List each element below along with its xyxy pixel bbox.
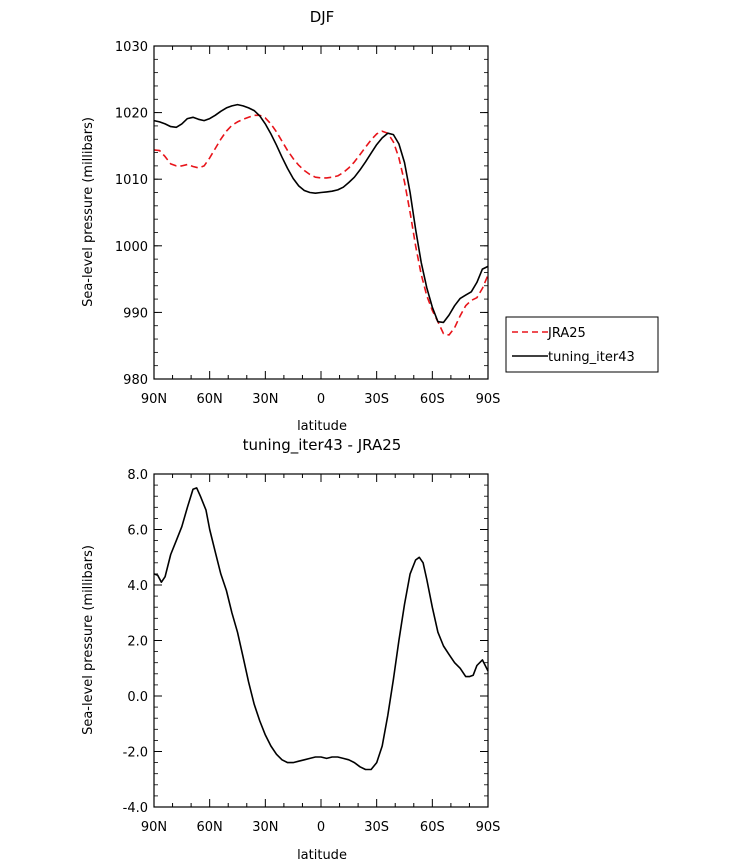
- series-lines: [153, 103, 489, 336]
- x-tick-label: 30S: [364, 820, 389, 835]
- x-tick-label: 0: [317, 820, 325, 835]
- series-line-0: [153, 487, 489, 771]
- y-tick-label: 980: [123, 373, 148, 388]
- x-tick-label: 90N: [141, 392, 167, 407]
- chart-title: tuning_iter43 - JRA25: [243, 436, 402, 455]
- y-tick-labels: -4.0 -2.0 0.0 2.0 4.0 6.0 8.0: [123, 468, 148, 816]
- x-tick-label: 30N: [252, 820, 278, 835]
- x-axis-label: latitude: [297, 419, 347, 434]
- y-tick-label: 8.0: [127, 468, 148, 483]
- y-tick-label: -2.0: [123, 746, 148, 761]
- x-tick-label: 30S: [364, 392, 389, 407]
- series-line-0: [153, 114, 489, 336]
- x-tick-labels: 90N 60N 30N 0 30S 60S 90S: [141, 392, 501, 407]
- y-tick-label: -4.0: [123, 801, 148, 816]
- x-tick-label: 90S: [476, 392, 501, 407]
- y-tick-label: 0.0: [127, 690, 148, 705]
- x-tick-labels: 90N 60N 30N 0 30S 60S 90S: [141, 820, 501, 835]
- series-lines: [153, 487, 489, 771]
- plot-frame: [153, 473, 489, 808]
- y-tick-label: 1030: [115, 40, 148, 55]
- x-tick-label: 60S: [420, 820, 445, 835]
- djf-panel: DJF 980 990 1000 1010 1020 1030 90N 60N 30N 0 30S…: [81, 8, 659, 434]
- legend-label-tuning: tuning_iter43: [548, 350, 635, 365]
- chart-title: DJF: [310, 8, 335, 26]
- difference-panel: tuning_iter43 - JRA25 -4.0 -2.0 0.0 2.0 4.0 6…: [81, 436, 500, 863]
- x-tick-label: 60N: [197, 392, 223, 407]
- x-tick-label: 0: [317, 392, 325, 407]
- legend-box: [505, 316, 659, 373]
- legend: JRA25 tuning_iter43: [505, 316, 659, 373]
- y-tick-labels: 980 990 1000 1010 1020 1030: [115, 40, 148, 388]
- y-axis-label: Sea-level pressure (millibars): [81, 545, 96, 735]
- y-tick-label: 2.0: [127, 635, 148, 650]
- x-tick-label: 90N: [141, 820, 167, 835]
- y-tick-label: 1000: [115, 240, 148, 255]
- x-axis-label: latitude: [297, 848, 347, 863]
- x-tick-label: 60S: [420, 392, 445, 407]
- y-tick-label: 990: [123, 306, 148, 321]
- y-axis-label: Sea-level pressure (millibars): [81, 117, 96, 307]
- x-tick-label: 60N: [197, 820, 223, 835]
- x-tick-label: 90S: [476, 820, 501, 835]
- y-tick-label: 1020: [115, 107, 148, 122]
- series-line-1: [153, 103, 489, 324]
- plot-frame: [153, 45, 489, 380]
- y-tick-label: 4.0: [127, 579, 148, 594]
- y-tick-label: 6.0: [127, 524, 148, 539]
- legend-label-jra25: JRA25: [547, 326, 586, 341]
- y-tick-label: 1010: [115, 173, 148, 188]
- x-tick-label: 30N: [252, 392, 278, 407]
- tick-marks: [153, 45, 489, 380]
